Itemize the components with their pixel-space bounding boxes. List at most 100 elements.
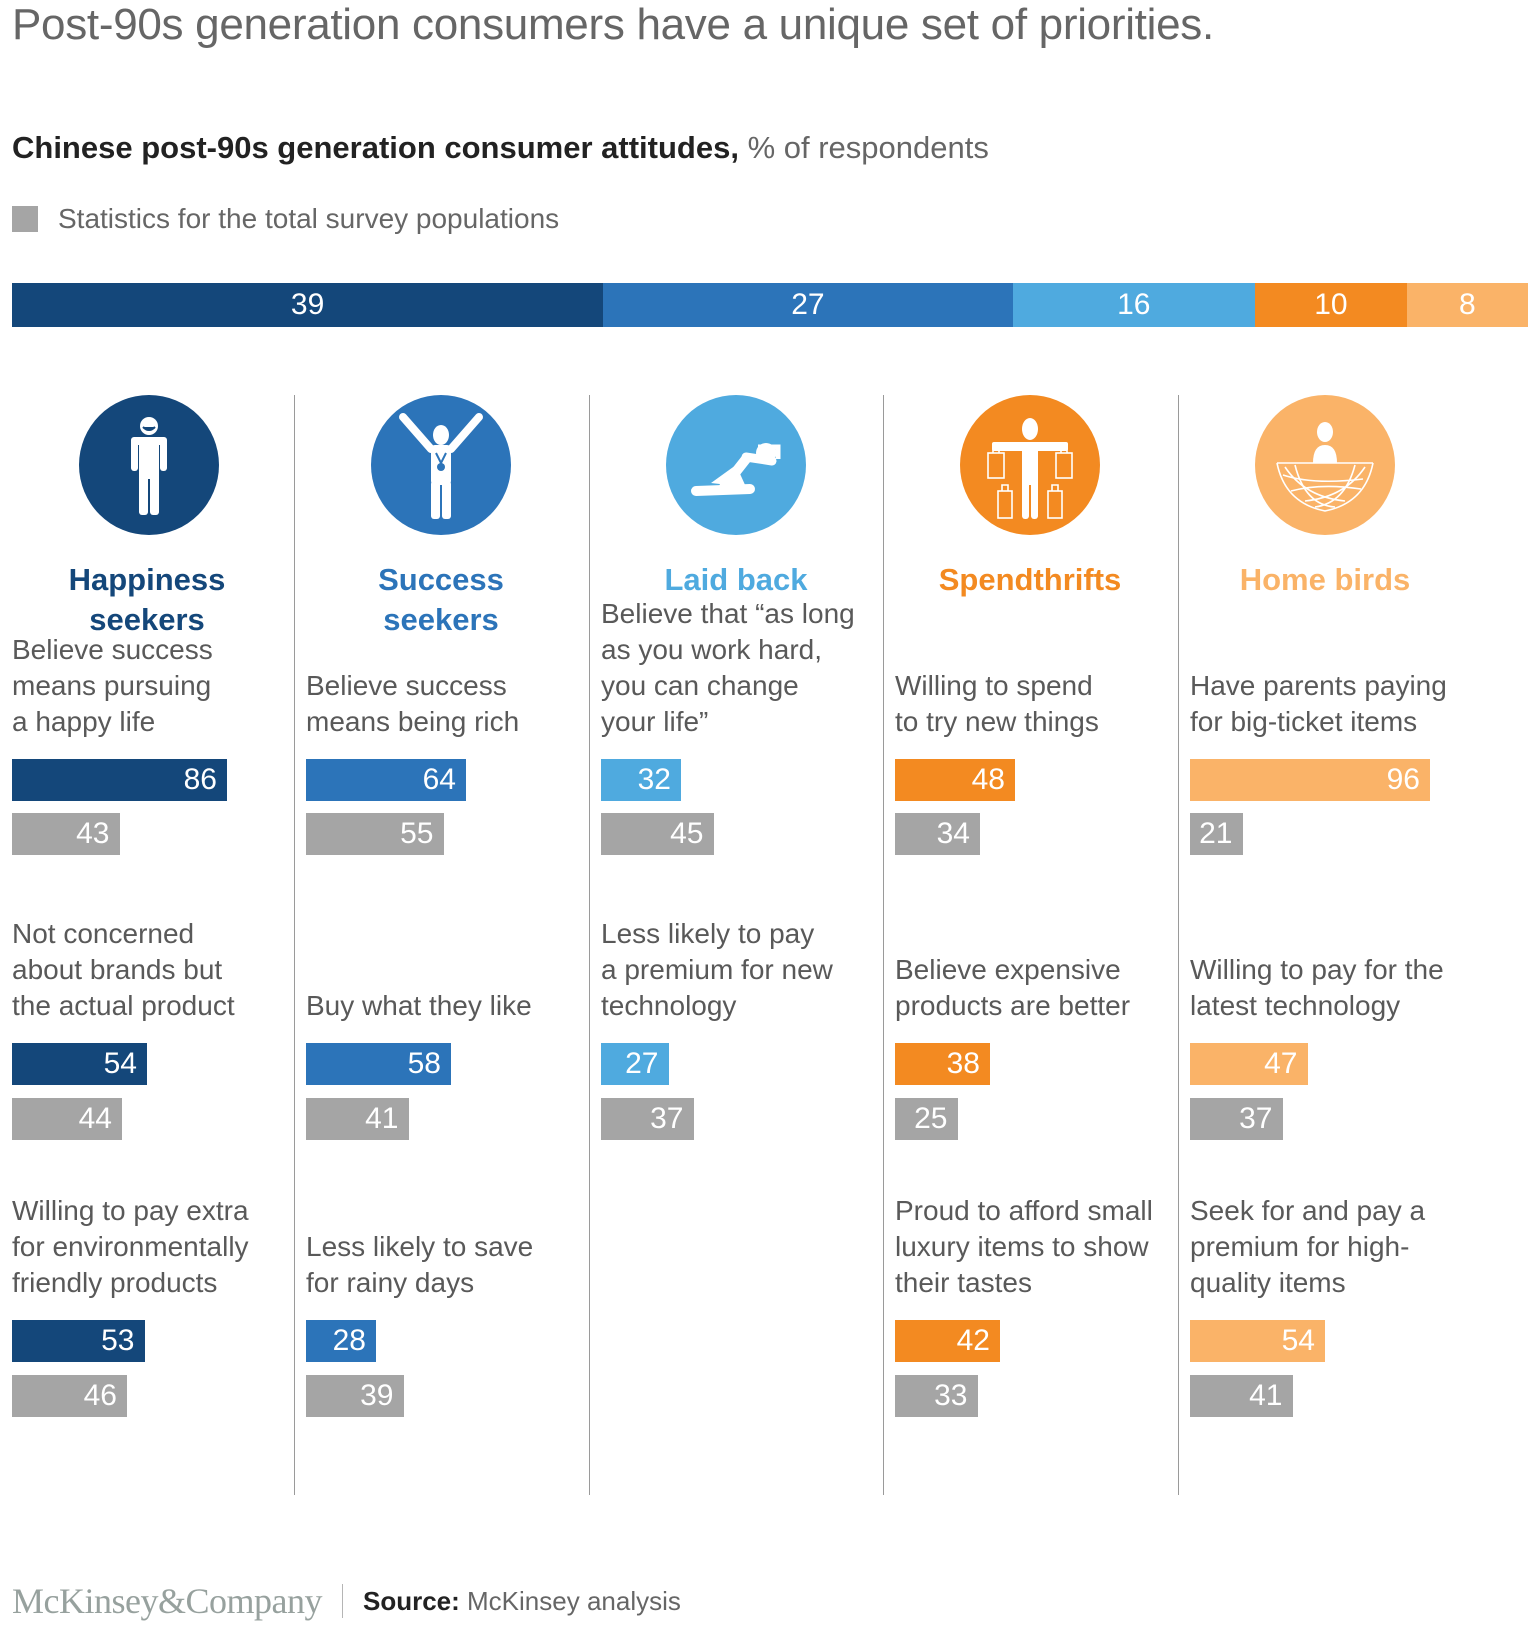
attitude-label: Willing to pay for the latest technology <box>1190 954 1444 1021</box>
footer-divider <box>341 1584 343 1618</box>
total-value-label: 46 <box>83 1379 117 1412</box>
attitude-label: Seek for and pay a premium for high- qua… <box>1190 1195 1426 1298</box>
segment-value-label: 86 <box>183 763 217 796</box>
total-population-bar: 33 <box>895 1375 978 1417</box>
share-value-label: 27 <box>791 288 825 321</box>
segment-value-label: 32 <box>637 763 671 796</box>
share-value-label: 39 <box>290 288 325 321</box>
attitude-label: Believe success means being rich <box>306 670 520 737</box>
source-note: Source: McKinsey analysis <box>363 1586 681 1617</box>
segment-name: Spendthrifts <box>883 560 1177 600</box>
segment-value-label: 54 <box>1281 1324 1315 1357</box>
segment-value-label: 48 <box>971 763 1005 796</box>
segment-name: Happiness seekers <box>0 560 294 640</box>
total-value-label: 43 <box>76 817 110 850</box>
attitude-item: Less likely to pay a premium for new tec… <box>601 395 891 1024</box>
share-value-label: 16 <box>1117 288 1151 321</box>
attitude-label: Have parents paying for big-ticket items <box>1190 670 1447 737</box>
smiling-person-icon <box>79 395 219 535</box>
share-segment-homebirds: 8 <box>1406 283 1528 327</box>
segment-columns: Happiness seekers Believe success means pu… <box>0 395 1536 1495</box>
segment-value-label: 38 <box>946 1047 980 1080</box>
total-value-label: 39 <box>360 1379 394 1412</box>
segment-value-bar: 27 <box>601 1043 669 1085</box>
total-population-bar: 37 <box>1190 1098 1283 1140</box>
attitude-item: Seek for and pay a premium for high- qua… <box>1190 395 1480 1301</box>
column-divider <box>1178 395 1179 1495</box>
attitude-item: Buy what they like <box>306 395 596 1024</box>
segment-value-label: 54 <box>103 1047 137 1080</box>
segment-value-bar: 54 <box>1190 1320 1325 1362</box>
segment-value-bar: 53 <box>12 1320 145 1362</box>
segment-value-bar: 96 <box>1190 759 1430 801</box>
total-value-label: 41 <box>365 1102 399 1135</box>
subtitle-bold: Chinese post-90s generation consumer att… <box>12 130 739 165</box>
total-value-label: 45 <box>670 817 704 850</box>
attitude-item: Willing to pay for the latest technology <box>1190 395 1480 1024</box>
share-value-label: 10 <box>1314 288 1348 321</box>
footer: McKinsey&Company Source: McKinsey analys… <box>12 1580 681 1622</box>
segment-value-bar: 32 <box>601 759 681 801</box>
total-population-bar: 37 <box>601 1098 694 1140</box>
attitude-item: Less likely to save for rainy days <box>306 395 596 1301</box>
attitude-label: Willing to spend to try new things <box>895 670 1099 737</box>
total-value-label: 41 <box>1249 1379 1283 1412</box>
segment-value-label: 64 <box>422 763 456 796</box>
total-population-bar: 55 <box>306 813 444 855</box>
attitude-label: Less likely to pay a premium for new tec… <box>601 918 833 1021</box>
total-value-label: 34 <box>936 817 970 850</box>
attitude-label: Buy what they like <box>306 990 532 1021</box>
segment-value-bar: 64 <box>306 759 466 801</box>
segment-value-label: 96 <box>1386 763 1420 796</box>
segment-value-bar: 86 <box>12 759 227 801</box>
segment-value-bar: 48 <box>895 759 1015 801</box>
share-value-label: 8 <box>1458 288 1476 321</box>
source-label: Source: <box>362 1585 460 1616</box>
legend-label-total: Statistics for the total survey populati… <box>58 203 560 234</box>
column-divider <box>294 395 295 1495</box>
segment-value-label: 58 <box>407 1047 441 1080</box>
segment-name: Laid back <box>589 560 883 600</box>
segment-name-line: seekers <box>89 602 205 637</box>
attitude-label: Proud to afford small luxury items to sh… <box>895 1195 1153 1298</box>
person-in-nest-icon <box>1255 395 1395 535</box>
winner-with-medal-icon <box>371 395 511 535</box>
segment-name-line: seekers <box>383 602 499 637</box>
segment-value-bar: 47 <box>1190 1043 1308 1085</box>
share-segment-happiness: 39 <box>12 283 604 327</box>
segment-column-homebirds: Home birds Have parents paying for big-ti… <box>1178 395 1472 1495</box>
attitude-label: Believe that “as long as you work hard, … <box>601 598 855 737</box>
segment-column-success: Success seekers Believe success means bein… <box>294 395 588 1495</box>
total-value-label: 33 <box>934 1379 968 1412</box>
segment-value-bar: 28 <box>306 1320 376 1362</box>
share-segment-spendthrifts: 10 <box>1255 283 1407 327</box>
attitude-item: Have parents paying for big-ticket items <box>1190 395 1480 740</box>
person-with-shopping-bags-icon <box>960 395 1100 535</box>
attitude-item: Believe expensive products are better <box>895 395 1185 1024</box>
segment-name-line: Laid back <box>664 562 808 597</box>
attitude-label: Willing to pay extra for environmentally… <box>12 1195 249 1298</box>
segment-value-bar: 54 <box>12 1043 147 1085</box>
chart-title: Post-90s generation consumers have a uni… <box>12 0 1214 49</box>
attitude-label: Less likely to save for rainy days <box>306 1231 534 1298</box>
attitude-item: Willing to spend to try new things <box>895 395 1185 740</box>
attitude-item: Believe success means being rich <box>306 395 596 740</box>
total-population-bar: 46 <box>12 1375 127 1417</box>
segment-value-bar: 42 <box>895 1320 1000 1362</box>
total-value-label: 44 <box>78 1102 112 1135</box>
total-value-label: 21 <box>1199 817 1233 850</box>
subtitle-unit: % of respondents <box>738 130 989 165</box>
total-value-label: 55 <box>400 817 434 850</box>
total-population-bar: 21 <box>1190 813 1243 855</box>
attitude-label: Believe expensive products are better <box>895 954 1131 1021</box>
attitude-item: Not concerned about brands but the actua… <box>12 395 302 1024</box>
chart-subtitle: Chinese post-90s generation consumer att… <box>12 130 989 166</box>
share-segment-success: 27 <box>603 283 1013 327</box>
segment-value-label: 42 <box>956 1324 990 1357</box>
segment-column-laidback: Laid back Believe that “as long as you wo… <box>589 395 883 1495</box>
segment-name-line: Success <box>378 562 504 597</box>
segment-name-line: Home birds <box>1239 562 1411 597</box>
attitude-label: Believe success means pursuing a happy l… <box>12 634 213 737</box>
total-population-bar: 41 <box>1190 1375 1293 1417</box>
total-value-label: 37 <box>650 1102 684 1135</box>
